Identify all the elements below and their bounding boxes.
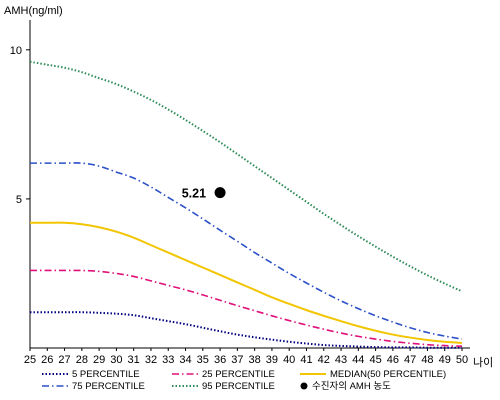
legend-item: MEDIAN(50 PERCENTILE) [300,369,446,380]
x-tick-label: 32 [145,354,157,366]
x-tick-label: 39 [266,354,278,366]
legend-label: 수진자의 AMH 농도 [312,381,391,392]
y-tick-label: 5 [16,194,22,206]
series-line-95-percentile [29,60,463,293]
legend-item: 25 PERCENTILE [172,369,275,380]
x-tick-label: 27 [58,354,70,366]
y-tick-label: 10 [10,45,22,57]
x-tick-label: 42 [318,354,330,366]
x-axis-label: 나이 [473,356,493,369]
series-line-75-percentile [30,162,463,340]
x-tick-label: 44 [352,354,364,366]
legend-item: 95 PERCENTILE [172,381,275,392]
x-tick-label: 46 [387,354,399,366]
annotation-group: 5.21 [182,187,226,201]
x-tick-label: 28 [76,354,88,366]
series-line-median-50-percentile [30,221,463,344]
x-tick-label: 40 [283,354,295,366]
legend-label: 75 PERCENTILE [72,381,145,392]
x-tick-label: 48 [421,354,433,366]
x-tick-label: 35 [197,354,209,366]
x-tick-label: 36 [214,354,226,366]
x-tick-label: 49 [439,354,451,366]
y-axis-label: AMH(ng/ml) [4,5,63,17]
legend-label: 25 PERCENTILE [202,369,275,380]
legend-label: 5 PERCENTILE [72,369,140,380]
series-line-5-percentile [29,311,463,349]
x-tick-label: 25 [24,354,36,366]
x-tick-label: 37 [231,354,243,366]
x-tick-label: 38 [249,354,261,366]
legend-label: MEDIAN(50 PERCENTILE) [330,369,446,380]
legend-item: 5 PERCENTILE [42,369,140,380]
y-ticks: 5 10 [10,45,30,206]
series-lines [29,60,463,349]
legend-item: 75 PERCENTILE [42,381,145,392]
x-tick-label: 26 [41,354,53,366]
x-tick-label: 33 [162,354,174,366]
legend-marker [300,382,308,390]
x-tick-label: 34 [179,354,191,366]
x-tick-label: 45 [369,354,381,366]
patient-amh-value-label: 5.21 [182,187,206,201]
legend-label: 95 PERCENTILE [202,381,275,392]
legend-item: 수진자의 AMH 농도 [300,381,391,392]
x-tick-label: 47 [404,354,416,366]
legend: 5 PERCENTILE 25 PERCENTILE MEDIAN(50 PERCE… [42,369,446,392]
patient-amh-point [214,187,226,199]
x-tick-label: 31 [128,354,140,366]
x-ticks: 25 26 27 28 29 30 31 32 33 34 35 36 37 38 39 40 41 42 43 44… [24,348,468,366]
x-tick-label: 50 [456,354,468,366]
x-tick-label: 43 [335,354,347,366]
series-line-25-percentile [29,269,463,348]
x-tick-label: 29 [93,354,105,366]
x-tick-label: 41 [300,354,312,366]
x-tick-label: 30 [110,354,122,366]
